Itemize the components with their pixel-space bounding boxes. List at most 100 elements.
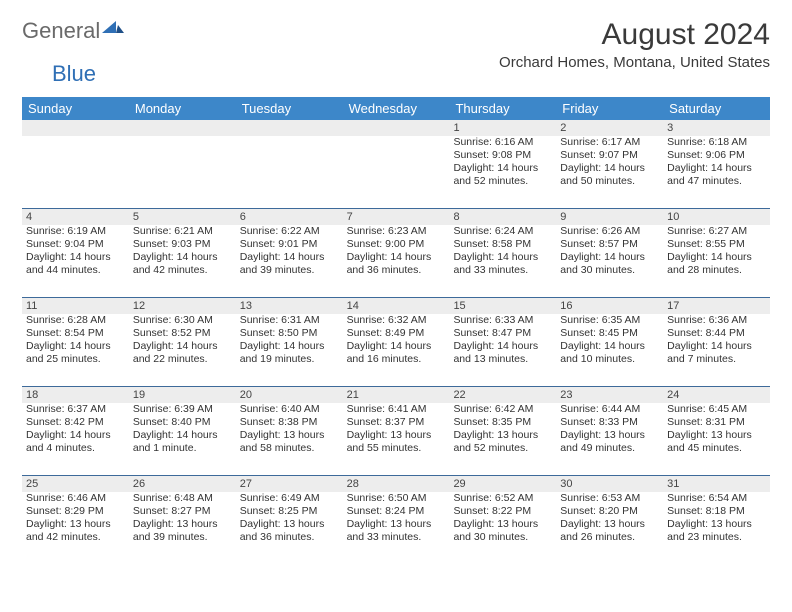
day-number-row: 45678910 <box>22 208 770 225</box>
calendar-day-cell: Sunrise: 6:27 AMSunset: 8:55 PMDaylight:… <box>663 225 770 297</box>
calendar-week-row: Sunrise: 6:37 AMSunset: 8:42 PMDaylight:… <box>22 403 770 475</box>
sunset-text: Sunset: 8:52 PM <box>133 327 232 340</box>
daylight-text: Daylight: 13 hours and 58 minutes. <box>240 429 339 455</box>
sunrise-text: Sunrise: 6:52 AM <box>453 492 552 505</box>
sunrise-text: Sunrise: 6:23 AM <box>347 225 446 238</box>
day-number-cell: 6 <box>236 209 343 225</box>
day-number-cell: 30 <box>556 476 663 492</box>
calendar-day-cell: Sunrise: 6:50 AMSunset: 8:24 PMDaylight:… <box>343 492 450 564</box>
sunrise-text: Sunrise: 6:49 AM <box>240 492 339 505</box>
sunset-text: Sunset: 8:47 PM <box>453 327 552 340</box>
sunset-text: Sunset: 9:01 PM <box>240 238 339 251</box>
calendar-day-cell: Sunrise: 6:16 AMSunset: 9:08 PMDaylight:… <box>449 136 556 208</box>
calendar-day-cell <box>22 136 129 208</box>
day-number-cell <box>343 120 450 136</box>
sunrise-text: Sunrise: 6:35 AM <box>560 314 659 327</box>
sunrise-text: Sunrise: 6:39 AM <box>133 403 232 416</box>
sunset-text: Sunset: 9:07 PM <box>560 149 659 162</box>
daylight-text: Daylight: 14 hours and 52 minutes. <box>453 162 552 188</box>
calendar-day-cell <box>129 136 236 208</box>
daylight-text: Daylight: 13 hours and 45 minutes. <box>667 429 766 455</box>
sunset-text: Sunset: 8:25 PM <box>240 505 339 518</box>
sunset-text: Sunset: 8:54 PM <box>26 327 125 340</box>
sunrise-text: Sunrise: 6:45 AM <box>667 403 766 416</box>
sunrise-text: Sunrise: 6:16 AM <box>453 136 552 149</box>
daylight-text: Daylight: 14 hours and 19 minutes. <box>240 340 339 366</box>
sunset-text: Sunset: 8:49 PM <box>347 327 446 340</box>
daylight-text: Daylight: 14 hours and 39 minutes. <box>240 251 339 277</box>
calendar-day-cell: Sunrise: 6:49 AMSunset: 8:25 PMDaylight:… <box>236 492 343 564</box>
day-number-cell: 23 <box>556 387 663 403</box>
day-number-cell: 24 <box>663 387 770 403</box>
weekday-header-row: SundayMondayTuesdayWednesdayThursdayFrid… <box>22 97 770 120</box>
calendar-week-row: Sunrise: 6:16 AMSunset: 9:08 PMDaylight:… <box>22 136 770 208</box>
daylight-text: Daylight: 14 hours and 7 minutes. <box>667 340 766 366</box>
sunrise-text: Sunrise: 6:44 AM <box>560 403 659 416</box>
logo: General <box>22 18 124 44</box>
weekday-header-cell: Thursday <box>449 97 556 120</box>
calendar-day-cell: Sunrise: 6:41 AMSunset: 8:37 PMDaylight:… <box>343 403 450 475</box>
sunrise-text: Sunrise: 6:32 AM <box>347 314 446 327</box>
sunset-text: Sunset: 8:50 PM <box>240 327 339 340</box>
sunrise-text: Sunrise: 6:18 AM <box>667 136 766 149</box>
daylight-text: Daylight: 13 hours and 36 minutes. <box>240 518 339 544</box>
sunset-text: Sunset: 9:00 PM <box>347 238 446 251</box>
weekday-header-cell: Wednesday <box>343 97 450 120</box>
sunrise-text: Sunrise: 6:46 AM <box>26 492 125 505</box>
sunset-text: Sunset: 8:40 PM <box>133 416 232 429</box>
day-number-cell <box>129 120 236 136</box>
sunrise-text: Sunrise: 6:50 AM <box>347 492 446 505</box>
calendar-body: 123Sunrise: 6:16 AMSunset: 9:08 PMDaylig… <box>22 120 770 564</box>
day-number-cell: 7 <box>343 209 450 225</box>
sunset-text: Sunset: 8:55 PM <box>667 238 766 251</box>
day-number-row: 18192021222324 <box>22 386 770 403</box>
sunrise-text: Sunrise: 6:27 AM <box>667 225 766 238</box>
sunrise-text: Sunrise: 6:36 AM <box>667 314 766 327</box>
weekday-header-cell: Monday <box>129 97 236 120</box>
calendar-day-cell: Sunrise: 6:39 AMSunset: 8:40 PMDaylight:… <box>129 403 236 475</box>
day-number-cell: 5 <box>129 209 236 225</box>
day-number-cell: 31 <box>663 476 770 492</box>
sunrise-text: Sunrise: 6:21 AM <box>133 225 232 238</box>
sunrise-text: Sunrise: 6:41 AM <box>347 403 446 416</box>
daylight-text: Daylight: 13 hours and 49 minutes. <box>560 429 659 455</box>
day-number-cell: 8 <box>449 209 556 225</box>
day-number-cell <box>22 120 129 136</box>
sunrise-text: Sunrise: 6:17 AM <box>560 136 659 149</box>
month-title: August 2024 <box>499 18 770 52</box>
calendar-day-cell: Sunrise: 6:26 AMSunset: 8:57 PMDaylight:… <box>556 225 663 297</box>
calendar-day-cell: Sunrise: 6:23 AMSunset: 9:00 PMDaylight:… <box>343 225 450 297</box>
calendar-day-cell: Sunrise: 6:21 AMSunset: 9:03 PMDaylight:… <box>129 225 236 297</box>
calendar-day-cell <box>343 136 450 208</box>
day-number-cell: 11 <box>22 298 129 314</box>
calendar-day-cell: Sunrise: 6:42 AMSunset: 8:35 PMDaylight:… <box>449 403 556 475</box>
sunset-text: Sunset: 8:29 PM <box>26 505 125 518</box>
day-number-cell: 26 <box>129 476 236 492</box>
calendar-day-cell: Sunrise: 6:22 AMSunset: 9:01 PMDaylight:… <box>236 225 343 297</box>
sunrise-text: Sunrise: 6:40 AM <box>240 403 339 416</box>
calendar-day-cell: Sunrise: 6:32 AMSunset: 8:49 PMDaylight:… <box>343 314 450 386</box>
sunrise-text: Sunrise: 6:42 AM <box>453 403 552 416</box>
day-number-cell: 1 <box>449 120 556 136</box>
sunrise-text: Sunrise: 6:48 AM <box>133 492 232 505</box>
sunset-text: Sunset: 9:08 PM <box>453 149 552 162</box>
daylight-text: Daylight: 14 hours and 10 minutes. <box>560 340 659 366</box>
weekday-header-cell: Saturday <box>663 97 770 120</box>
logo-text-general: General <box>22 18 100 44</box>
day-number-cell: 12 <box>129 298 236 314</box>
sunset-text: Sunset: 8:35 PM <box>453 416 552 429</box>
calendar-day-cell: Sunrise: 6:40 AMSunset: 8:38 PMDaylight:… <box>236 403 343 475</box>
calendar-day-cell: Sunrise: 6:36 AMSunset: 8:44 PMDaylight:… <box>663 314 770 386</box>
day-number-row: 123 <box>22 120 770 136</box>
sunset-text: Sunset: 9:06 PM <box>667 149 766 162</box>
sunrise-text: Sunrise: 6:33 AM <box>453 314 552 327</box>
sunrise-text: Sunrise: 6:31 AM <box>240 314 339 327</box>
sunset-text: Sunset: 8:58 PM <box>453 238 552 251</box>
sunset-text: Sunset: 8:31 PM <box>667 416 766 429</box>
calendar-day-cell: Sunrise: 6:52 AMSunset: 8:22 PMDaylight:… <box>449 492 556 564</box>
day-number-cell: 29 <box>449 476 556 492</box>
sunset-text: Sunset: 8:38 PM <box>240 416 339 429</box>
daylight-text: Daylight: 14 hours and 30 minutes. <box>560 251 659 277</box>
daylight-text: Daylight: 13 hours and 42 minutes. <box>26 518 125 544</box>
calendar-day-cell: Sunrise: 6:54 AMSunset: 8:18 PMDaylight:… <box>663 492 770 564</box>
